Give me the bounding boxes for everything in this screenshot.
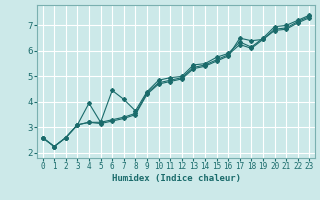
X-axis label: Humidex (Indice chaleur): Humidex (Indice chaleur) (111, 174, 241, 183)
